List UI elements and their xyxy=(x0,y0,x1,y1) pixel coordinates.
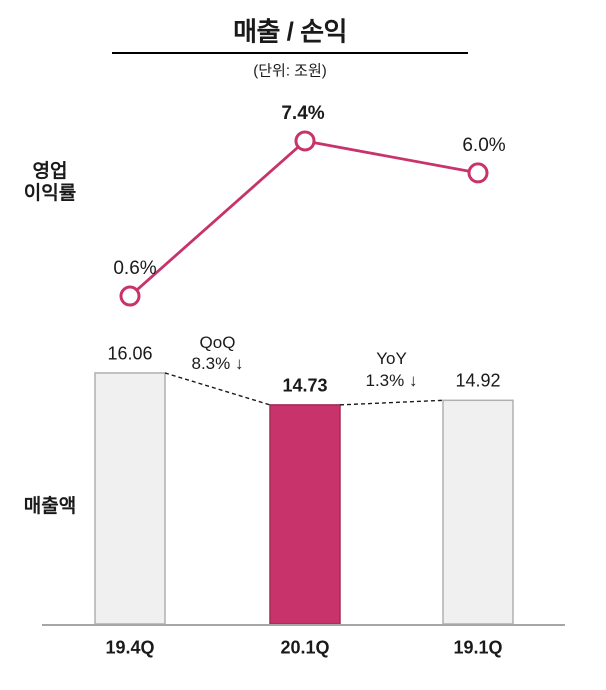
margin-point-19.4Q xyxy=(119,285,141,307)
title-underline xyxy=(112,52,468,54)
line-chart-row-label: 영업 이익률 xyxy=(24,161,76,205)
revenue-bar-20.1Q xyxy=(269,404,341,625)
chart-title: 매출 / 손익 xyxy=(233,16,347,47)
margin-point-label-19.4Q: 0.6% xyxy=(113,258,157,280)
bar-chart-row-label: 매출액 xyxy=(23,496,77,517)
qoq-annotation-value: 8.3% ↓ xyxy=(191,354,244,373)
revenue-bar-19.4Q xyxy=(94,372,166,625)
x-axis-label-19.4Q: 19.4Q xyxy=(105,637,155,658)
margin-point-20.1Q xyxy=(294,130,316,152)
margin-point-label-19.1Q: 6.0% xyxy=(462,134,506,156)
revenue-bar-19.1Q xyxy=(442,399,514,625)
yoy-connector-line xyxy=(339,399,444,406)
unit-label: (단위: 조원) xyxy=(253,62,327,80)
line-chart-row-label-line2: 이익률 xyxy=(23,183,77,204)
revenue-value-label-20.1Q: 14.73 xyxy=(282,375,328,396)
line-chart-row-label-line1: 영업 xyxy=(32,161,68,182)
x-axis-label-19.1Q: 19.1Q xyxy=(453,637,503,658)
x-axis-label-20.1Q: 20.1Q xyxy=(280,637,330,658)
revenue-value-label-19.4Q: 16.06 xyxy=(107,343,153,364)
revenue-value-label-19.1Q: 14.92 xyxy=(455,370,501,391)
yoy-annotation-value: 1.3% ↓ xyxy=(365,371,418,390)
margin-point-label-20.1Q: 7.4% xyxy=(281,102,325,124)
margin-trend-line xyxy=(129,139,479,298)
qoq-connector-line xyxy=(164,372,271,406)
yoy-annotation-title: YoY xyxy=(376,349,407,368)
qoq-annotation-title: QoQ xyxy=(199,333,236,352)
margin-point-19.1Q xyxy=(467,162,489,184)
